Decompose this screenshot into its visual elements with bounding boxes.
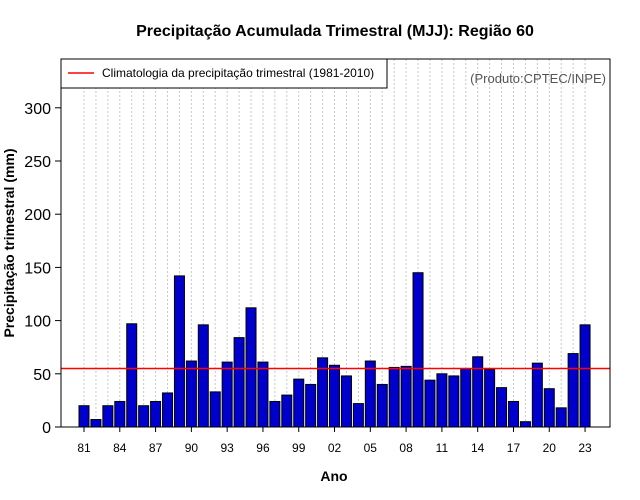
x-tick-label-2023: 23	[578, 441, 592, 455]
bar-1986	[138, 405, 150, 428]
bar-2004	[352, 403, 364, 428]
bar-2011	[436, 373, 448, 428]
bar-1989	[173, 275, 185, 428]
legend-box	[60, 58, 388, 89]
y-tick-label-100: 100	[24, 314, 51, 331]
bar-2018	[519, 421, 531, 428]
bar-1994	[233, 337, 245, 428]
x-tick-label-2017: 17	[507, 441, 521, 455]
y-tick-label-200: 200	[24, 207, 51, 224]
x-tick-label-2011: 11	[436, 441, 449, 455]
y-tick-label-150: 150	[24, 260, 51, 277]
x-tick-label-2014: 14	[471, 441, 485, 455]
x-tick-label-2005: 05	[364, 441, 378, 455]
y-axis: 0 50 100 150 200 250 300	[24, 101, 61, 437]
x-tick-label-2008: 08	[399, 441, 413, 455]
bar-2000	[305, 383, 317, 428]
y-tick-label-50: 50	[33, 367, 51, 384]
bar-1996	[257, 361, 269, 428]
y-tick-label-300: 300	[24, 101, 51, 118]
bars-series	[78, 272, 591, 428]
x-tick-label-1993: 93	[220, 441, 234, 455]
bar-1990	[185, 360, 197, 428]
bar-1992	[209, 391, 221, 428]
bar-1981	[78, 405, 90, 428]
y-tick-label-250: 250	[24, 154, 51, 171]
bar-2016	[496, 387, 508, 428]
bar-1984	[114, 400, 126, 428]
bar-2012	[448, 375, 460, 428]
chart-title: Precipitação Acumulada Trimestral (MJJ):…	[136, 23, 534, 40]
bar-2020	[543, 388, 555, 428]
bar-2019	[531, 362, 543, 428]
bar-2014	[472, 356, 484, 428]
bar-2005	[364, 360, 376, 428]
bar-1983	[102, 405, 114, 428]
bar-1993	[221, 361, 233, 428]
legend: Climatologia da precipitação trimestral …	[60, 58, 388, 89]
bar-1982	[90, 419, 102, 428]
bar-1999	[293, 378, 305, 428]
bar-2006	[376, 383, 388, 428]
bar-1997	[269, 400, 281, 428]
bar-2022	[567, 353, 579, 428]
x-tick-label-1981: 81	[77, 441, 91, 455]
x-tick-label-1996: 96	[256, 441, 270, 455]
bar-1985	[126, 323, 138, 428]
bar-2017	[507, 400, 519, 428]
x-tick-label-1987: 87	[149, 441, 163, 455]
x-axis-label: Ano	[320, 468, 347, 484]
bar-1995	[245, 307, 257, 428]
x-tick-label-1990: 90	[185, 441, 199, 455]
x-tick-label-1999: 99	[292, 441, 306, 455]
bar-2007	[388, 366, 400, 428]
bar-1987	[150, 400, 162, 428]
credit-text: (Produto:CPTEC/INPE)	[470, 71, 606, 86]
grid-lines	[83, 59, 586, 427]
x-axis: 81 84 87 90 93 96 99 02 05 08 11 14 17 20 23	[77, 427, 592, 455]
legend-label: Climatologia da precipitação trimestral …	[102, 66, 374, 80]
x-tick-label-2002: 02	[328, 441, 342, 455]
bar-2002	[329, 364, 341, 428]
bar-1991	[197, 324, 209, 428]
bar-2023	[579, 324, 591, 428]
bar-1988	[162, 392, 174, 428]
bar-2010	[424, 379, 436, 428]
bar-2009	[412, 272, 424, 428]
x-tick-label-2020: 20	[543, 441, 557, 455]
bar-2008	[400, 365, 412, 428]
bar-1998	[281, 394, 293, 428]
y-axis-label: Precipitação trimestral (mm)	[1, 148, 17, 337]
x-tick-label-1984: 84	[113, 441, 127, 455]
bar-2003	[340, 375, 352, 428]
bar-2021	[555, 407, 567, 428]
y-tick-label-0: 0	[42, 420, 51, 437]
bar-2013	[460, 367, 472, 428]
bar-2015	[484, 369, 496, 428]
